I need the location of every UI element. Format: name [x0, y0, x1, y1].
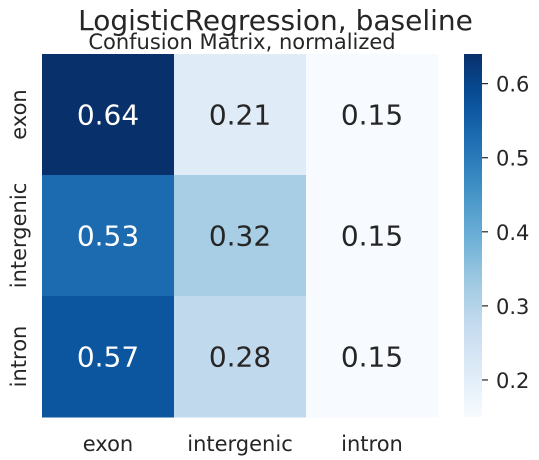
colorbar: 0.2 0.3 0.4 0.5 0.6 [464, 54, 529, 417]
cell-value-label: 0.32 [209, 220, 271, 253]
column-label: exon [83, 432, 134, 456]
heatmap-cell [306, 175, 439, 297]
heatmap-cell [306, 296, 439, 418]
heatmap-cell [174, 296, 307, 418]
cell-value-label: 0.57 [77, 341, 139, 374]
colorbar-tick-label: 0.6 [496, 73, 529, 97]
heatmap-cell [306, 54, 439, 176]
colorbar-tick-label: 0.4 [496, 221, 529, 245]
cell-value-label: 0.64 [77, 99, 139, 132]
row-label: intergenic [7, 183, 31, 289]
heatmap-cells: 0.64 0.21 0.15 0.53 0.32 0.15 0.57 0.28 0.15 [42, 54, 439, 418]
column-label: intergenic [187, 432, 293, 456]
heatmap-cell [174, 54, 307, 176]
cell-value-label: 0.21 [209, 99, 271, 132]
heatmap-cell [42, 296, 175, 418]
colorbar-tick-label: 0.5 [496, 147, 529, 171]
cell-value-label: 0.15 [341, 99, 403, 132]
column-labels: exon intergenic intron [83, 432, 403, 456]
colorbar-gradient [464, 54, 482, 417]
heatmap-cell [42, 175, 175, 297]
heatmap-cell [174, 175, 307, 297]
row-label: intron [7, 326, 31, 388]
cell-value-label: 0.15 [341, 220, 403, 253]
chart-subtitle: Confusion Matrix, normalized [88, 30, 396, 54]
row-labels: exon intergenic intron [7, 89, 31, 387]
cell-value-label: 0.15 [341, 341, 403, 374]
heatmap-cell [42, 54, 175, 176]
colorbar-tick-label: 0.2 [496, 369, 529, 393]
colorbar-tick-label: 0.3 [496, 295, 529, 319]
cell-value-label: 0.53 [77, 220, 139, 253]
cell-value-label: 0.28 [209, 341, 271, 374]
chart-title: LogisticRegression, baseline [78, 4, 473, 37]
column-label: intron [341, 432, 403, 456]
row-label: exon [7, 89, 31, 140]
